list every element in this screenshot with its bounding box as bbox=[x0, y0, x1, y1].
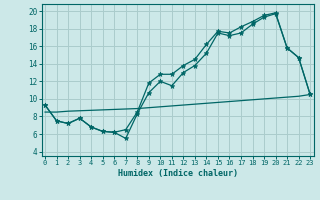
X-axis label: Humidex (Indice chaleur): Humidex (Indice chaleur) bbox=[118, 169, 237, 178]
